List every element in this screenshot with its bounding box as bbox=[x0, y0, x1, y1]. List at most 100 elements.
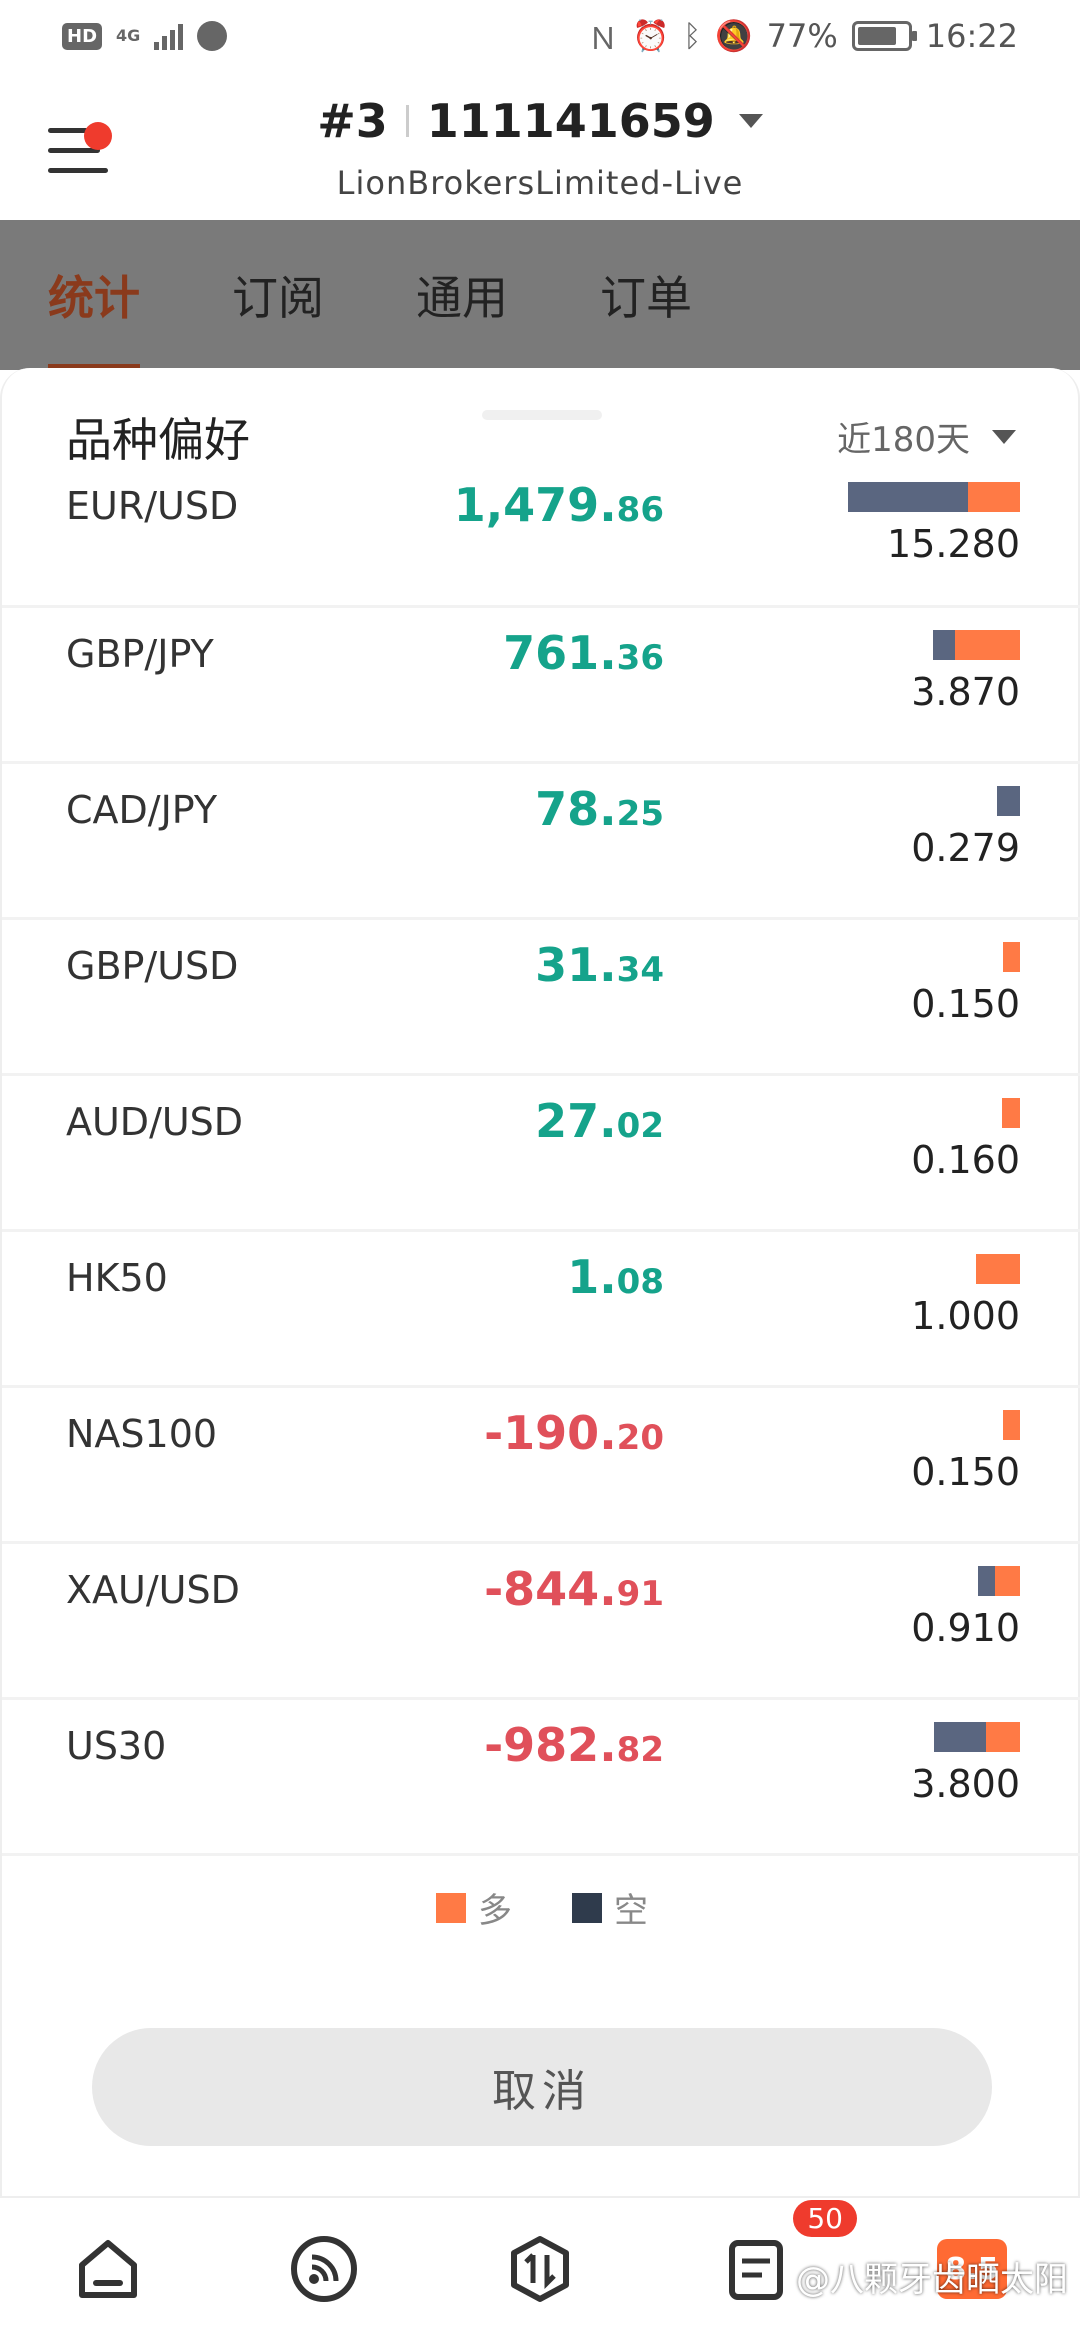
home-icon bbox=[79, 2240, 137, 2298]
range-label: 近180天 bbox=[837, 420, 970, 460]
status-bar: HD 4G Ｎ ⏰ ᛒ 🔕 77% 16:22 bbox=[0, 0, 1080, 72]
profit-value: 27.02 bbox=[535, 1094, 664, 1148]
profit-value: 31.34 bbox=[535, 938, 664, 992]
drag-handle[interactable] bbox=[482, 410, 602, 420]
long-segment bbox=[986, 1722, 1020, 1752]
battery-icon bbox=[851, 21, 917, 51]
hd-indicator: HD bbox=[62, 22, 103, 50]
profit-decimal: 82 bbox=[616, 1730, 664, 1770]
profit-decimal: 08 bbox=[616, 1262, 664, 1302]
profit-value: 1.08 bbox=[567, 1250, 664, 1304]
long-segment bbox=[1002, 1098, 1020, 1128]
lots-value: 1.000 bbox=[911, 1294, 1020, 1338]
long-short-bar bbox=[933, 630, 1020, 660]
long-segment bbox=[968, 482, 1020, 512]
broker-name: LionBrokersLimited-Live bbox=[336, 164, 744, 202]
profit-decimal: 20 bbox=[616, 1418, 664, 1458]
symbol-name: GBP/USD bbox=[66, 944, 239, 988]
account-number: 111141659 bbox=[426, 94, 715, 148]
orders-icon bbox=[729, 2240, 783, 2300]
symbol-name: EUR/USD bbox=[66, 484, 239, 528]
profit-value: -982.82 bbox=[484, 1718, 664, 1772]
symbol-row: NAS100 -190.20 0.150 bbox=[2, 1388, 1080, 1544]
menu-button[interactable] bbox=[48, 122, 112, 178]
lots-value: 3.870 bbox=[911, 670, 1020, 714]
profit-decimal: 36 bbox=[616, 638, 664, 678]
lots-value: 0.160 bbox=[911, 1138, 1020, 1182]
symbol-row: XAU/USD -844.91 0.910 bbox=[2, 1544, 1080, 1700]
profit-integer: -844. bbox=[484, 1562, 617, 1616]
signal-icon bbox=[154, 22, 184, 50]
legend-long-label: 多 bbox=[478, 1891, 512, 1931]
tab-general[interactable]: 通用 bbox=[416, 271, 508, 325]
nfc-icon: Ｎ bbox=[587, 22, 618, 57]
nav-orders[interactable]: 50 bbox=[711, 2200, 857, 2314]
cancel-button[interactable]: 取消 bbox=[92, 2028, 992, 2146]
nav-promo[interactable]: 8.5 bbox=[927, 2224, 1017, 2314]
lots-value: 15.280 bbox=[887, 522, 1020, 566]
symbol-row: GBP/USD 31.34 0.150 bbox=[2, 920, 1080, 1076]
legend-short: 空 bbox=[572, 1883, 648, 1932]
profit-value: -844.91 bbox=[484, 1562, 664, 1616]
long-segment bbox=[955, 630, 1020, 660]
notification-dot bbox=[84, 122, 112, 150]
short-segment bbox=[997, 786, 1020, 816]
range-dropdown[interactable]: 近180天 bbox=[837, 412, 1016, 461]
battery-percent: 77% bbox=[766, 17, 838, 55]
nav-feed[interactable] bbox=[279, 2224, 369, 2314]
network-type: 4G bbox=[116, 26, 141, 45]
long-short-bar bbox=[1003, 1410, 1020, 1440]
profit-value: 78.25 bbox=[535, 782, 664, 836]
symbol-name: AUD/USD bbox=[66, 1100, 244, 1144]
long-segment bbox=[976, 1254, 1020, 1284]
symbol-name: GBP/JPY bbox=[66, 632, 214, 676]
long-segment bbox=[1003, 942, 1020, 972]
tab-statistics[interactable]: 统计 bbox=[48, 220, 140, 370]
short-segment bbox=[933, 630, 955, 660]
profit-value: -190.20 bbox=[484, 1406, 664, 1460]
nav-home[interactable] bbox=[63, 2224, 153, 2314]
chevron-down-icon bbox=[992, 429, 1016, 444]
lots-value: 0.150 bbox=[911, 982, 1020, 1026]
profit-decimal: 02 bbox=[616, 1106, 664, 1146]
symbol-name: NAS100 bbox=[66, 1412, 218, 1456]
long-segment bbox=[995, 1566, 1020, 1596]
symbol-name: CAD/JPY bbox=[66, 788, 218, 832]
short-segment bbox=[934, 1722, 986, 1752]
symbol-list: EUR/USD 1,479.86 15.280 GBP/JPY 761.36 3.870 C… bbox=[2, 460, 1080, 1856]
profit-decimal: 91 bbox=[616, 1574, 664, 1614]
account-selector[interactable]: #3 111141659 bbox=[0, 94, 1080, 148]
account-index: #3 bbox=[317, 94, 388, 148]
chevron-down-icon bbox=[738, 114, 763, 128]
profit-integer: 27. bbox=[535, 1094, 617, 1148]
profit-decimal: 34 bbox=[616, 950, 664, 990]
legend-long: 多 bbox=[436, 1883, 512, 1932]
short-segment bbox=[978, 1566, 995, 1596]
profit-decimal: 25 bbox=[616, 794, 664, 834]
long-short-bar bbox=[934, 1722, 1020, 1752]
long-short-bar bbox=[848, 482, 1020, 512]
symbol-row: GBP/JPY 761.36 3.870 bbox=[2, 608, 1080, 764]
profit-integer: 31. bbox=[535, 938, 617, 992]
profit-value: 1,479.86 bbox=[454, 478, 664, 532]
profit-integer: -190. bbox=[484, 1406, 617, 1460]
watermark: @八颗牙齿晒太阳 bbox=[796, 2260, 1068, 2300]
symbol-row: HK50 1.08 1.000 bbox=[2, 1232, 1080, 1388]
trade-icon bbox=[511, 2236, 569, 2302]
profit-integer: 78. bbox=[535, 782, 617, 836]
profit-decimal: 86 bbox=[616, 490, 664, 530]
long-short-bar bbox=[976, 1254, 1020, 1284]
tab-orders[interactable]: 订单 bbox=[600, 271, 692, 325]
legend-short-swatch bbox=[572, 1892, 602, 1923]
bluetooth-icon: ᛒ bbox=[683, 18, 702, 54]
nav-trade[interactable] bbox=[495, 2224, 585, 2314]
tab-subscriptions[interactable]: 订阅 bbox=[232, 271, 324, 325]
legend: 多 空 bbox=[2, 1883, 1080, 1932]
symbol-name: XAU/USD bbox=[66, 1568, 240, 1612]
clock: 16:22 bbox=[925, 17, 1018, 55]
symbol-row: AUD/USD 27.02 0.160 bbox=[2, 1076, 1080, 1232]
mute-icon: 🔕 bbox=[715, 18, 753, 54]
long-short-bar bbox=[1002, 1098, 1020, 1128]
app-header: #3 111141659 LionBrokersLimited-Live bbox=[0, 72, 1080, 220]
lots-value: 0.150 bbox=[911, 1450, 1020, 1494]
